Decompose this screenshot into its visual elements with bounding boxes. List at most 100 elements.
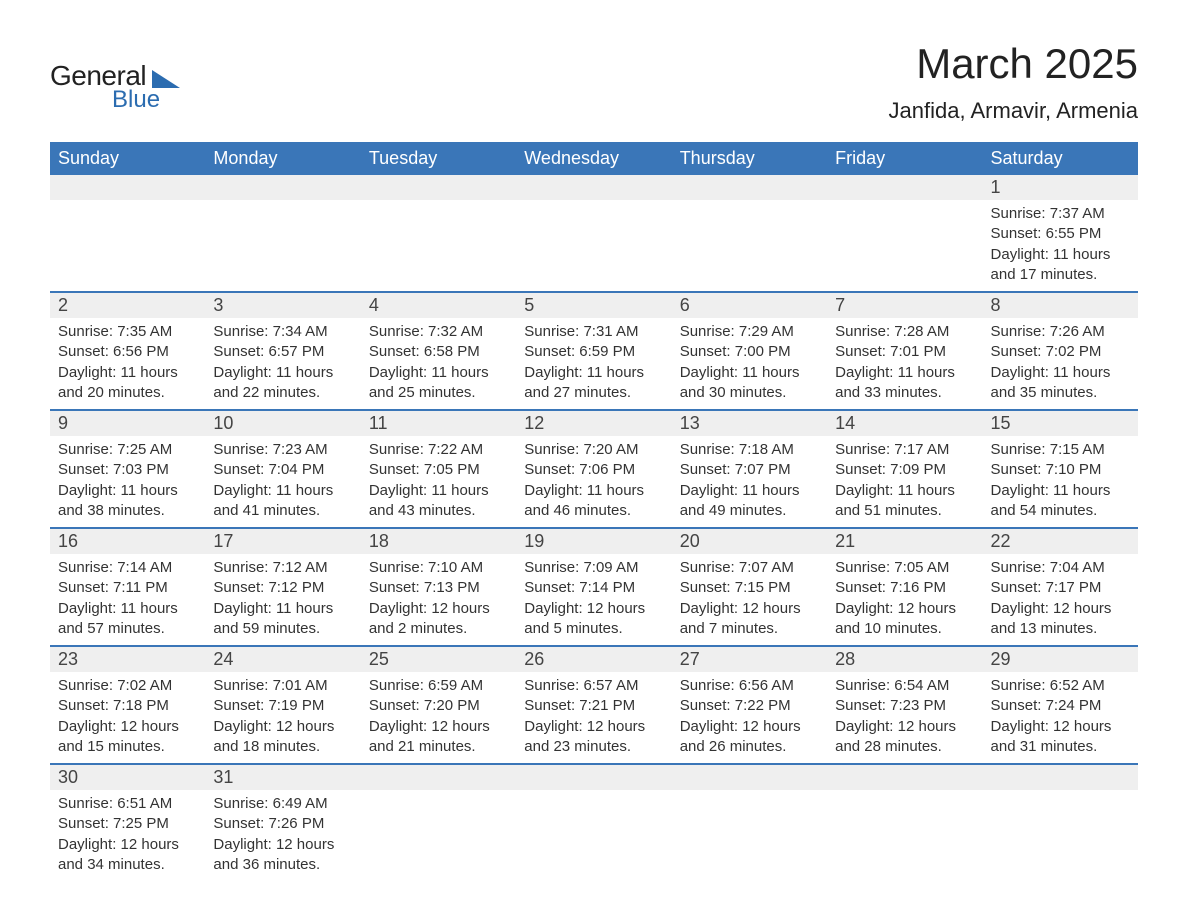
calendar-body: 1Sunrise: 7:37 AMSunset: 6:55 PMDaylight…: [50, 175, 1138, 881]
day-number-cell: 13: [672, 410, 827, 436]
day-number-cell: 10: [205, 410, 360, 436]
day-detail-cell: [672, 200, 827, 292]
day-detail-cell: Sunrise: 7:31 AMSunset: 6:59 PMDaylight:…: [516, 318, 671, 410]
day-number: 17: [213, 531, 233, 551]
location-text: Janfida, Armavir, Armenia: [889, 98, 1138, 124]
sunset-line: Sunset: 7:14 PM: [524, 578, 663, 598]
sunrise-line: Sunrise: 7:22 AM: [369, 440, 508, 460]
day-number: 31: [213, 767, 233, 787]
day-detail-cell: Sunrise: 6:52 AMSunset: 7:24 PMDaylight:…: [983, 672, 1138, 764]
day-number-cell: 20: [672, 528, 827, 554]
sunset-line: Sunset: 6:58 PM: [369, 342, 508, 362]
calendar-detail-row: Sunrise: 7:35 AMSunset: 6:56 PMDaylight:…: [50, 318, 1138, 410]
sunset-line: Sunset: 6:56 PM: [58, 342, 197, 362]
sunset-line: Sunset: 7:02 PM: [991, 342, 1130, 362]
sunrise-line: Sunrise: 7:17 AM: [835, 440, 974, 460]
sunset-line: Sunset: 7:22 PM: [680, 696, 819, 716]
calendar-detail-row: Sunrise: 6:51 AMSunset: 7:25 PMDaylight:…: [50, 790, 1138, 881]
day-number: 18: [369, 531, 389, 551]
day-number-cell: [827, 175, 982, 200]
day-number-cell: 8: [983, 292, 1138, 318]
daylight-line: Daylight: 12 hours and 36 minutes.: [213, 835, 352, 876]
day-detail-cell: Sunrise: 7:25 AMSunset: 7:03 PMDaylight:…: [50, 436, 205, 528]
sunrise-line: Sunrise: 6:54 AM: [835, 676, 974, 696]
day-number: 26: [524, 649, 544, 669]
day-number: 25: [369, 649, 389, 669]
day-number-cell: 1: [983, 175, 1138, 200]
day-number-cell: 19: [516, 528, 671, 554]
daylight-line: Daylight: 11 hours and 35 minutes.: [991, 363, 1130, 404]
sunrise-line: Sunrise: 7:15 AM: [991, 440, 1130, 460]
day-number-cell: 4: [361, 292, 516, 318]
sunrise-line: Sunrise: 6:49 AM: [213, 794, 352, 814]
day-number: 2: [58, 295, 68, 315]
day-number-cell: 29: [983, 646, 1138, 672]
col-tuesday: Tuesday: [361, 142, 516, 175]
calendar-daynum-row: 16171819202122: [50, 528, 1138, 554]
day-number: 8: [991, 295, 1001, 315]
sunset-line: Sunset: 7:12 PM: [213, 578, 352, 598]
sunset-line: Sunset: 7:19 PM: [213, 696, 352, 716]
day-number: 23: [58, 649, 78, 669]
day-detail-cell: Sunrise: 7:07 AMSunset: 7:15 PMDaylight:…: [672, 554, 827, 646]
sunrise-line: Sunrise: 7:10 AM: [369, 558, 508, 578]
day-detail-cell: Sunrise: 7:32 AMSunset: 6:58 PMDaylight:…: [361, 318, 516, 410]
day-detail-cell: Sunrise: 7:34 AMSunset: 6:57 PMDaylight:…: [205, 318, 360, 410]
day-detail-cell: Sunrise: 7:26 AMSunset: 7:02 PMDaylight:…: [983, 318, 1138, 410]
daylight-line: Daylight: 12 hours and 26 minutes.: [680, 717, 819, 758]
sunset-line: Sunset: 7:24 PM: [991, 696, 1130, 716]
day-detail-cell: Sunrise: 7:09 AMSunset: 7:14 PMDaylight:…: [516, 554, 671, 646]
day-number-cell: 30: [50, 764, 205, 790]
day-detail-cell: Sunrise: 7:02 AMSunset: 7:18 PMDaylight:…: [50, 672, 205, 764]
day-detail-cell: Sunrise: 6:51 AMSunset: 7:25 PMDaylight:…: [50, 790, 205, 881]
sunset-line: Sunset: 6:59 PM: [524, 342, 663, 362]
daylight-line: Daylight: 12 hours and 28 minutes.: [835, 717, 974, 758]
day-number-cell: 16: [50, 528, 205, 554]
sunrise-line: Sunrise: 6:57 AM: [524, 676, 663, 696]
logo-text-blue: Blue: [112, 86, 160, 114]
calendar-daynum-row: 1: [50, 175, 1138, 200]
header: General Blue March 2025 Janfida, Armavir…: [50, 40, 1138, 124]
day-number-cell: 5: [516, 292, 671, 318]
day-number-cell: [672, 764, 827, 790]
sunset-line: Sunset: 7:20 PM: [369, 696, 508, 716]
col-friday: Friday: [827, 142, 982, 175]
day-detail-cell: Sunrise: 7:14 AMSunset: 7:11 PMDaylight:…: [50, 554, 205, 646]
sunset-line: Sunset: 7:23 PM: [835, 696, 974, 716]
day-number-cell: [983, 764, 1138, 790]
day-number: 1: [991, 177, 1001, 197]
daylight-line: Daylight: 12 hours and 21 minutes.: [369, 717, 508, 758]
sunrise-line: Sunrise: 7:25 AM: [58, 440, 197, 460]
day-number: 4: [369, 295, 379, 315]
day-detail-cell: [516, 200, 671, 292]
day-number: 6: [680, 295, 690, 315]
daylight-line: Daylight: 12 hours and 15 minutes.: [58, 717, 197, 758]
sunset-line: Sunset: 7:04 PM: [213, 460, 352, 480]
day-detail-cell: [983, 790, 1138, 881]
daylight-line: Daylight: 12 hours and 18 minutes.: [213, 717, 352, 758]
sunrise-line: Sunrise: 6:59 AM: [369, 676, 508, 696]
day-number: 7: [835, 295, 845, 315]
sunrise-line: Sunrise: 7:05 AM: [835, 558, 974, 578]
sunrise-line: Sunrise: 7:12 AM: [213, 558, 352, 578]
day-number-cell: 12: [516, 410, 671, 436]
sunset-line: Sunset: 6:55 PM: [991, 224, 1130, 244]
sunrise-line: Sunrise: 6:51 AM: [58, 794, 197, 814]
daylight-line: Daylight: 12 hours and 34 minutes.: [58, 835, 197, 876]
daylight-line: Daylight: 11 hours and 20 minutes.: [58, 363, 197, 404]
day-number-cell: 7: [827, 292, 982, 318]
sunrise-line: Sunrise: 7:02 AM: [58, 676, 197, 696]
sunrise-line: Sunrise: 7:20 AM: [524, 440, 663, 460]
col-wednesday: Wednesday: [516, 142, 671, 175]
sunset-line: Sunset: 7:18 PM: [58, 696, 197, 716]
day-number-cell: 27: [672, 646, 827, 672]
day-number-cell: 18: [361, 528, 516, 554]
sunset-line: Sunset: 6:57 PM: [213, 342, 352, 362]
day-number: 16: [58, 531, 78, 551]
day-number-cell: [827, 764, 982, 790]
day-detail-cell: [205, 200, 360, 292]
day-detail-cell: Sunrise: 6:56 AMSunset: 7:22 PMDaylight:…: [672, 672, 827, 764]
sunrise-line: Sunrise: 7:09 AM: [524, 558, 663, 578]
calendar-detail-row: Sunrise: 7:14 AMSunset: 7:11 PMDaylight:…: [50, 554, 1138, 646]
day-detail-cell: Sunrise: 6:49 AMSunset: 7:26 PMDaylight:…: [205, 790, 360, 881]
